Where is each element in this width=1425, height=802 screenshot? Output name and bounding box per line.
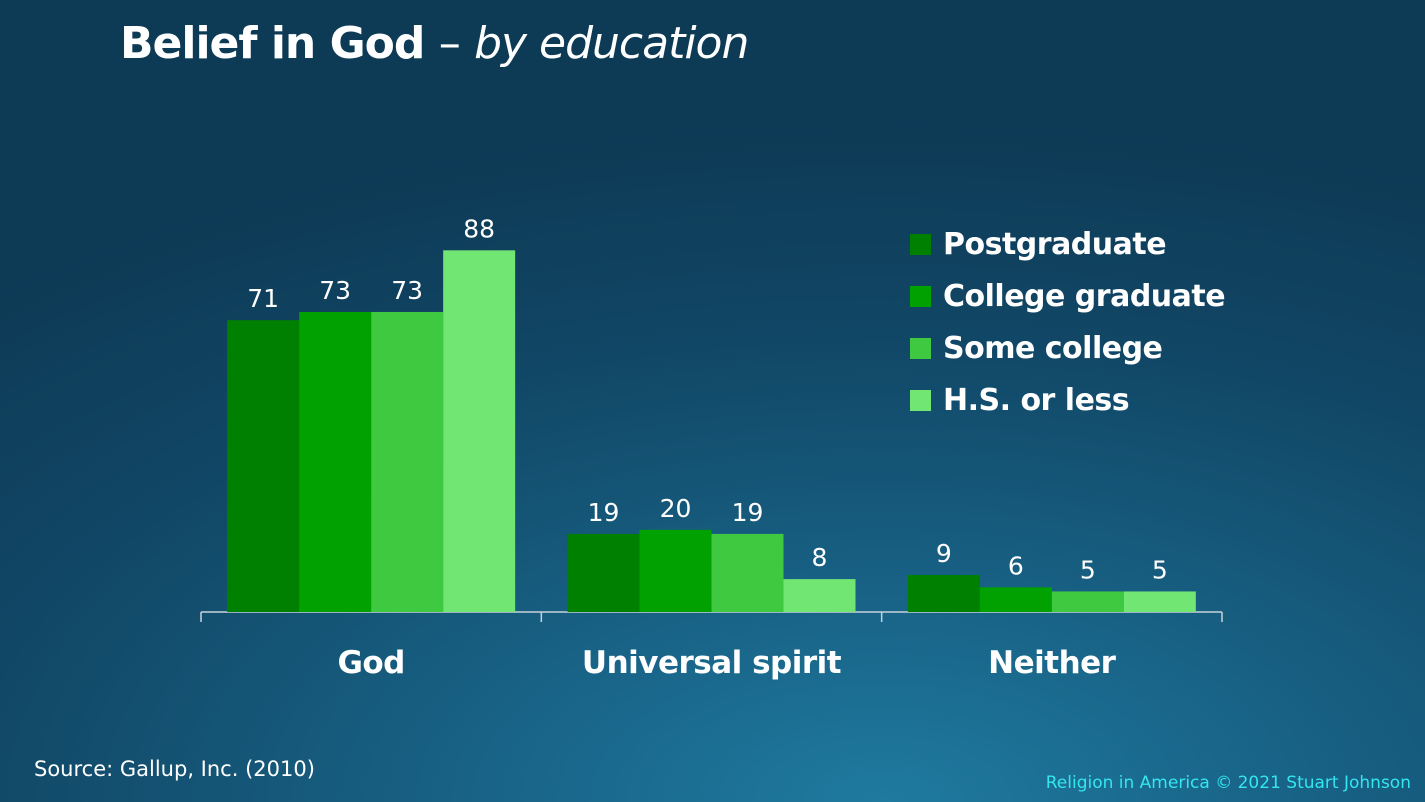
bar-neither-some-college	[1051, 591, 1124, 612]
data-label: 71	[247, 284, 279, 313]
credit-note: Religion in America © 2021 Stuart Johnso…	[1045, 773, 1411, 793]
legend-swatch	[910, 389, 931, 411]
category-label-god: God	[337, 645, 404, 681]
legend-swatch	[910, 285, 931, 307]
legend-item-h-s-or-less: H.S. or less	[910, 374, 1225, 426]
data-label: 19	[588, 498, 620, 527]
chart-legend: Postgraduate College graduate Some college…	[910, 218, 1226, 426]
legend-label: College graduate	[943, 278, 1226, 314]
data-label: 8	[812, 543, 828, 572]
data-label: 19	[732, 498, 764, 527]
bar-god-h-s-or-less	[443, 250, 516, 612]
legend-swatch	[910, 233, 931, 255]
chart-title: Belief in God – by education	[120, 18, 749, 69]
data-label: 6	[1008, 551, 1024, 580]
legend-label: H.S. or less	[943, 382, 1130, 418]
data-label: 88	[463, 214, 495, 243]
legend-item-some-college: Some college	[910, 322, 1225, 374]
legend-swatch	[910, 337, 931, 359]
bar-universal-spirit-postgraduate	[567, 533, 640, 612]
legend-item-college-graduate: College graduate	[910, 270, 1226, 322]
bar-neither-college-graduate	[979, 587, 1052, 612]
bar-neither-postgraduate	[907, 575, 980, 612]
bar-god-postgraduate	[227, 320, 300, 612]
legend-label: Some college	[943, 330, 1163, 366]
title-separator: –	[438, 18, 461, 69]
title-main: Belief in God	[120, 18, 425, 69]
title-subtitle: by education	[474, 18, 749, 69]
bar-god-college-graduate	[299, 311, 372, 612]
category-label-neither: Neither	[988, 645, 1117, 681]
data-label: 20	[660, 494, 692, 523]
bar-god-some-college	[371, 311, 444, 612]
bar-universal-spirit-h-s-or-less	[783, 579, 856, 612]
category-label-universal-spirit: Universal spirit	[582, 645, 842, 681]
data-label: 5	[1152, 555, 1168, 584]
bar-universal-spirit-college-graduate	[639, 529, 712, 612]
data-label: 9	[936, 539, 952, 568]
data-label: 73	[319, 276, 351, 305]
legend-item-postgraduate: Postgraduate	[910, 218, 1225, 270]
data-label: 5	[1080, 555, 1096, 584]
bar-universal-spirit-some-college	[711, 533, 784, 612]
legend-label: Postgraduate	[943, 226, 1167, 262]
source-note: Source: Gallup, Inc. (2010)	[34, 757, 315, 781]
bar-neither-h-s-or-less	[1123, 591, 1196, 612]
data-label: 73	[391, 276, 423, 305]
